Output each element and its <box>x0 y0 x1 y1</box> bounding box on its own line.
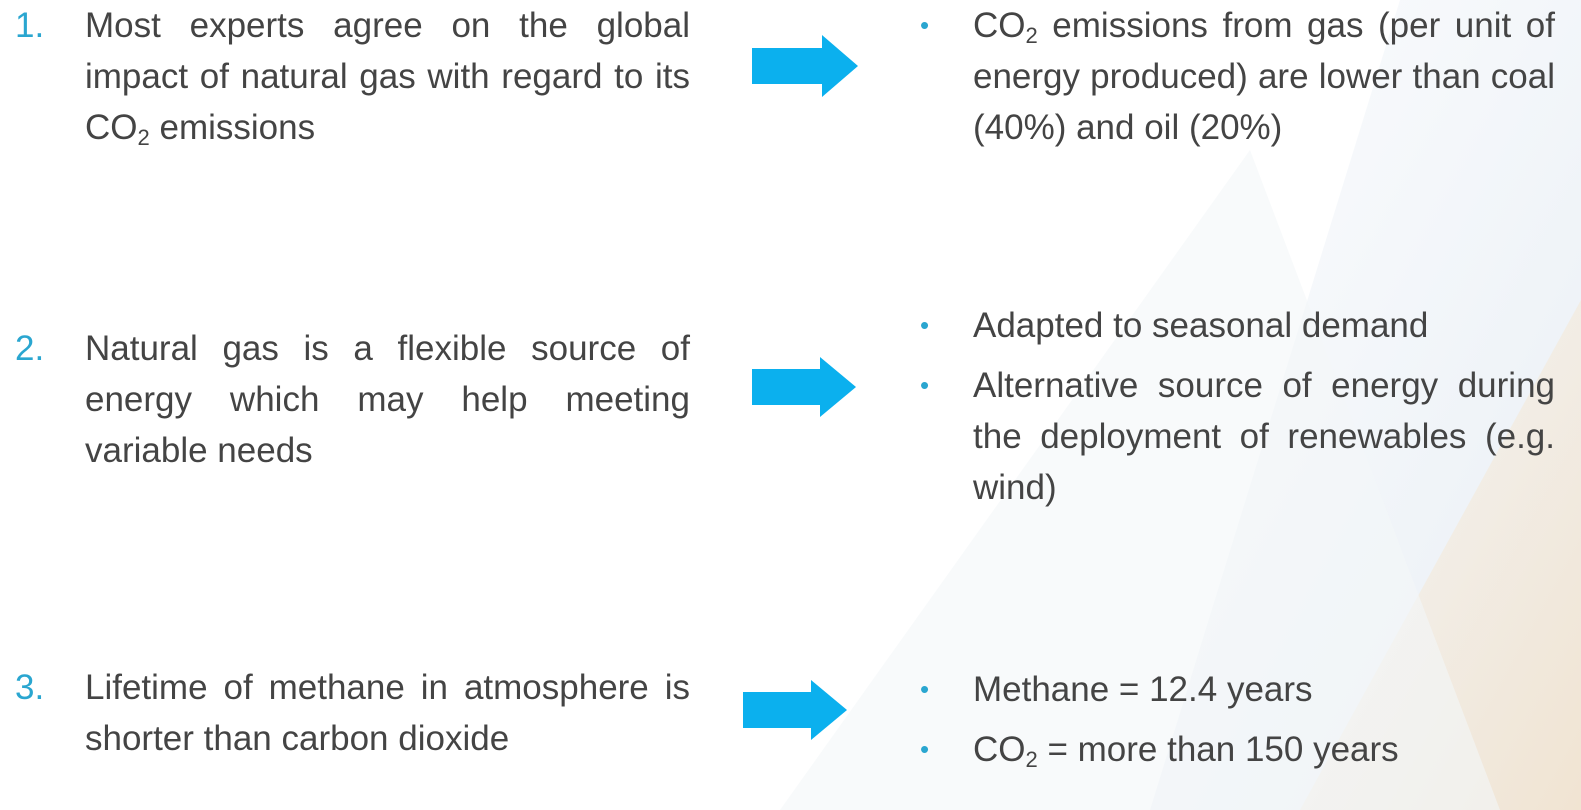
bullet: • CO2 = more than 150 years <box>920 724 1555 775</box>
subscript: 2 <box>137 125 150 150</box>
text-run: CO <box>973 730 1026 769</box>
text-run: Natural gas is a flexible source of ener… <box>85 329 690 470</box>
text-run: emissions from gas (per unit of energy p… <box>973 6 1555 147</box>
item-number: 2. <box>15 329 45 368</box>
subscript: 2 <box>1025 23 1038 48</box>
text-run: CO <box>973 6 1026 45</box>
arrow <box>743 680 847 740</box>
bg-shape <box>780 150 1500 810</box>
item-number: 3. <box>15 668 45 707</box>
item-text: Natural gas is a flexible source of ener… <box>85 323 690 476</box>
bullet: • Alternative source of energy during the… <box>920 360 1555 513</box>
text-run: Adapted to seasonal demand <box>973 306 1429 345</box>
subscript: 2 <box>1025 747 1038 772</box>
text-run: = more than 150 years <box>1037 730 1399 769</box>
arrow <box>752 357 856 417</box>
item-text: Lifetime of methane in atmosphere is sho… <box>85 662 690 764</box>
bullet: • CO2 emissions from gas (per unit of ene… <box>920 0 1555 153</box>
text-run: Alternative source of energy during the … <box>973 366 1555 507</box>
text-run: Methane = 12.4 years <box>973 670 1313 709</box>
bullet-dot: • <box>920 674 930 704</box>
bullet-list: • Adapted to seasonal demand • Alternative … <box>920 300 1555 522</box>
text-run: Lifetime of methane in atmosphere is sho… <box>85 668 690 758</box>
bullet-dot: • <box>920 10 930 40</box>
bullet-list: • CO2 emissions from gas (per unit of ene… <box>920 0 1555 162</box>
bullet-dot: • <box>920 734 930 764</box>
text-run: emissions <box>149 108 316 147</box>
bullet-dot: • <box>920 310 930 340</box>
bullet: • Adapted to seasonal demand <box>920 300 1555 351</box>
item-number: 1. <box>15 6 45 45</box>
item-text: Most experts agree on the global impact … <box>85 0 690 153</box>
bullet: • Methane = 12.4 years <box>920 664 1555 715</box>
arrow <box>752 35 858 97</box>
bullet-list: • Methane = 12.4 years • CO2 = more than 15… <box>920 664 1555 784</box>
text-run: Most experts agree on the global impact … <box>85 6 690 147</box>
bullet-dot: • <box>920 370 930 400</box>
